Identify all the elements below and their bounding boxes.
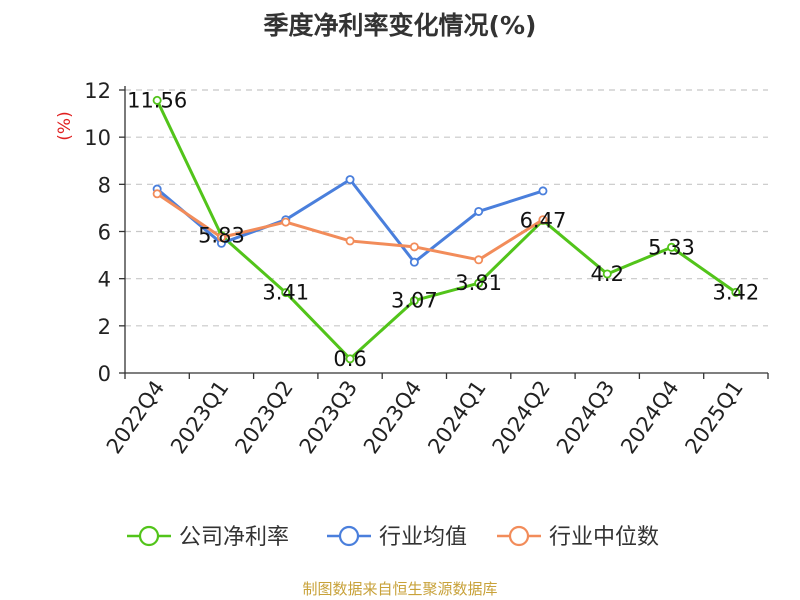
data-point <box>538 215 548 225</box>
data-point <box>281 288 291 298</box>
x-tick-label: 2023Q1 <box>166 376 233 458</box>
data-label: 0.6 <box>333 347 366 371</box>
data-point <box>345 175 355 185</box>
data-point <box>731 287 741 297</box>
data-point <box>538 186 548 196</box>
data-point <box>409 296 419 306</box>
data-point <box>152 189 162 199</box>
legend-label: 行业均值 <box>379 525 467 550</box>
data-point <box>345 354 355 364</box>
data-point <box>216 232 226 242</box>
y-axis-label: (%) <box>55 111 75 140</box>
series-line-1 <box>155 99 737 361</box>
x-tick-label: 2025Q1 <box>680 376 747 458</box>
data-point <box>667 242 677 252</box>
y-tick-label: 10 <box>84 126 111 150</box>
x-tick-label: 2024Q2 <box>488 376 555 458</box>
legend-label: 行业中位数 <box>549 525 659 550</box>
x-tick-label: 2023Q4 <box>359 376 426 458</box>
x-tick-label: 2024Q3 <box>552 376 619 458</box>
legend-label: 公司净利率 <box>179 525 289 550</box>
data-point <box>474 278 484 288</box>
y-tick-label: 6 <box>98 221 111 245</box>
legend-marker <box>138 525 160 547</box>
legend-marker <box>338 525 360 547</box>
data-point <box>474 255 484 265</box>
y-tick-label: 8 <box>98 173 111 197</box>
data-point <box>345 236 355 246</box>
data-label: 3.42 <box>712 280 759 304</box>
x-tick-label: 2023Q3 <box>295 376 362 458</box>
y-tick-label: 2 <box>98 315 111 339</box>
y-tick-label: 0 <box>98 362 111 386</box>
data-label: 3.07 <box>391 289 438 313</box>
data-point <box>152 95 162 105</box>
y-tick-label: 12 <box>84 79 111 103</box>
y-tick-label: 4 <box>98 268 111 292</box>
legend-marker <box>508 525 530 547</box>
data-point <box>409 257 419 267</box>
data-point <box>474 206 484 216</box>
data-label: 11.56 <box>127 88 187 112</box>
data-label: 5.83 <box>198 224 245 248</box>
x-tick-label: 2024Q1 <box>423 376 490 458</box>
data-label: 3.81 <box>455 271 502 295</box>
data-label: 3.41 <box>262 281 309 305</box>
data-point <box>281 217 291 227</box>
data-point <box>602 269 612 279</box>
data-point <box>409 242 419 252</box>
x-tick-label: 2022Q4 <box>102 376 169 458</box>
chart-title: 季度净利率变化情况(%) <box>263 11 537 40</box>
x-tick-label: 2023Q2 <box>230 376 297 458</box>
data-label: 6.47 <box>520 208 567 232</box>
x-tick-label: 2024Q4 <box>616 376 683 458</box>
data-label: 5.33 <box>648 235 695 259</box>
data-label: 4.2 <box>591 262 624 286</box>
source-note: 制图数据来自恒生聚源数据库 <box>302 580 498 598</box>
